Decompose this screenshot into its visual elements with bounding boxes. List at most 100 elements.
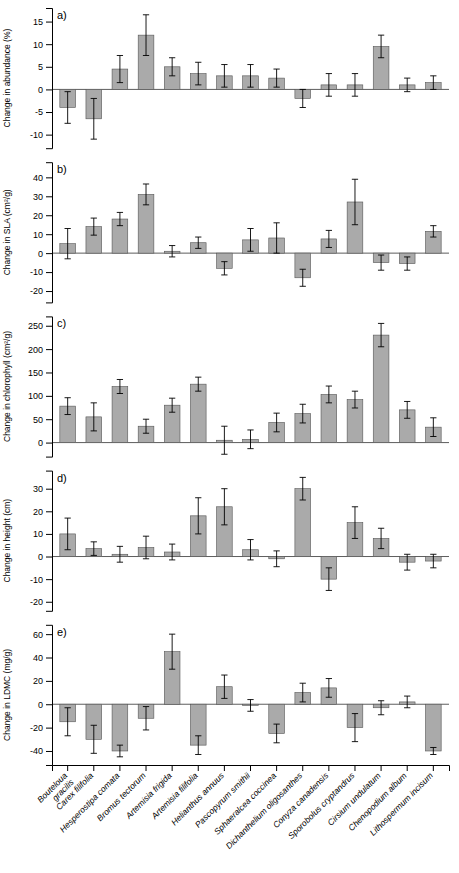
error-bar: [65, 92, 71, 124]
error-bar: [117, 546, 123, 562]
x-tick-mark: [354, 765, 355, 771]
plot-area: [52, 477, 449, 590]
y-tick: 10: [33, 230, 52, 240]
y-tick-label: 30: [33, 192, 43, 202]
error-bar: [404, 78, 410, 92]
error-bar: [300, 683, 306, 702]
error-bar: [300, 89, 306, 107]
error-bar: [352, 391, 358, 408]
y-tick: 0: [38, 249, 52, 259]
x-tick: Artemisia filifolia: [149, 765, 200, 822]
y-tick-mark: [46, 215, 52, 216]
error-bar: [195, 736, 201, 755]
y-tick-mark: [46, 44, 52, 45]
y-tick: -20: [30, 723, 52, 733]
y-tick-label: 10: [33, 529, 43, 539]
y-axis: -20-100102030: [30, 471, 53, 611]
error-bar: [300, 477, 306, 500]
y-tick: 0: [38, 700, 52, 710]
y-tick-mark: [46, 196, 52, 197]
y-tick-label: -20: [30, 723, 43, 733]
y-tick-mark: [46, 89, 52, 90]
y-tick: -20: [30, 597, 52, 607]
y-tick-mark: [46, 728, 52, 729]
chart-svg: -10-5051015Change in abundance (%)a)-20-…: [0, 0, 459, 873]
error-bar: [273, 551, 279, 567]
error-bar: [195, 62, 201, 85]
error-bar: [404, 696, 410, 708]
y-tick-mark: [46, 634, 52, 635]
error-bar: [404, 554, 410, 570]
y-tick: 30: [33, 484, 52, 494]
y-tick-label: 50: [33, 415, 43, 425]
error-bar: [143, 419, 149, 433]
y-tick-mark: [46, 704, 52, 705]
y-tick: 20: [33, 507, 52, 517]
error-bar: [169, 246, 175, 257]
x-axis: BoutelouagracilisCarex filifoliaHesperos…: [35, 765, 449, 851]
panel: -40-200204060BoutelouagracilisCarex fili…: [2, 625, 450, 851]
y-tick-mark: [46, 419, 52, 420]
error-bar: [169, 634, 175, 669]
error-bar: [326, 386, 332, 403]
y-tick-label: 40: [33, 653, 43, 663]
y-tick-label: 10: [33, 230, 43, 240]
x-tick: Lithospermum incisum: [368, 765, 435, 838]
y-axis: 050100150200250: [28, 317, 53, 457]
plot-area: [52, 15, 449, 139]
plot-area: [52, 634, 449, 757]
y-tick-mark: [46, 534, 52, 535]
x-tick-mark: [328, 765, 329, 771]
y-tick: 40: [33, 653, 52, 663]
x-tick: Bromus tectorum: [95, 765, 148, 823]
y-tick: 150: [28, 368, 52, 378]
y-tick-mark: [46, 557, 52, 558]
x-tick-mark: [407, 765, 408, 771]
y-tick: 40: [33, 173, 52, 183]
y-tick: 5: [38, 62, 52, 72]
error-bar: [378, 701, 384, 715]
panel: -20-10010203040Change in SLA (cm²/g)b): [2, 163, 449, 303]
panel-label: b): [57, 163, 67, 175]
y-tick: 60: [33, 630, 52, 640]
error-bar: [169, 398, 175, 412]
x-tick-mark: [276, 765, 277, 771]
bar: [112, 704, 128, 751]
error-bar: [247, 229, 253, 252]
x-tick-mark: [433, 765, 434, 771]
y-tick: -5: [35, 107, 52, 117]
bar: [112, 387, 128, 443]
y-tick-label: 200: [28, 344, 43, 354]
y-tick-label: 150: [28, 368, 43, 378]
y-tick-label: 10: [33, 40, 43, 50]
y-tick-label: -20: [30, 597, 43, 607]
y-tick-mark: [46, 443, 52, 444]
error-bar: [91, 542, 97, 556]
y-tick: 250: [28, 321, 52, 331]
error-bar: [91, 98, 97, 139]
y-tick-label: -20: [30, 286, 43, 296]
error-bar: [352, 179, 358, 224]
y-tick-label: 20: [33, 676, 43, 686]
error-bar: [430, 418, 436, 437]
panel-label: d): [57, 472, 67, 484]
y-tick-label: 20: [33, 211, 43, 221]
y-tick-mark: [46, 253, 52, 254]
x-axis-line: [53, 766, 450, 772]
chart-container: -10-5051015Change in abundance (%)a)-20-…: [0, 0, 459, 873]
error-bar: [91, 725, 97, 753]
bar: [190, 384, 206, 442]
error-bar: [91, 218, 97, 235]
y-tick: 15: [33, 17, 52, 27]
y-tick-label: 40: [33, 173, 43, 183]
error-bar: [221, 489, 227, 525]
y-axis-title: Change in chlorophyll (cm²/g): [2, 331, 12, 442]
bar: [373, 335, 389, 442]
x-tick-mark: [119, 765, 120, 771]
x-tick-mark: [172, 765, 173, 771]
y-tick-mark: [46, 291, 52, 292]
y-tick-label: 0: [38, 700, 43, 710]
error-bar: [91, 403, 97, 431]
y-tick-mark: [46, 658, 52, 659]
error-bar: [247, 65, 253, 88]
